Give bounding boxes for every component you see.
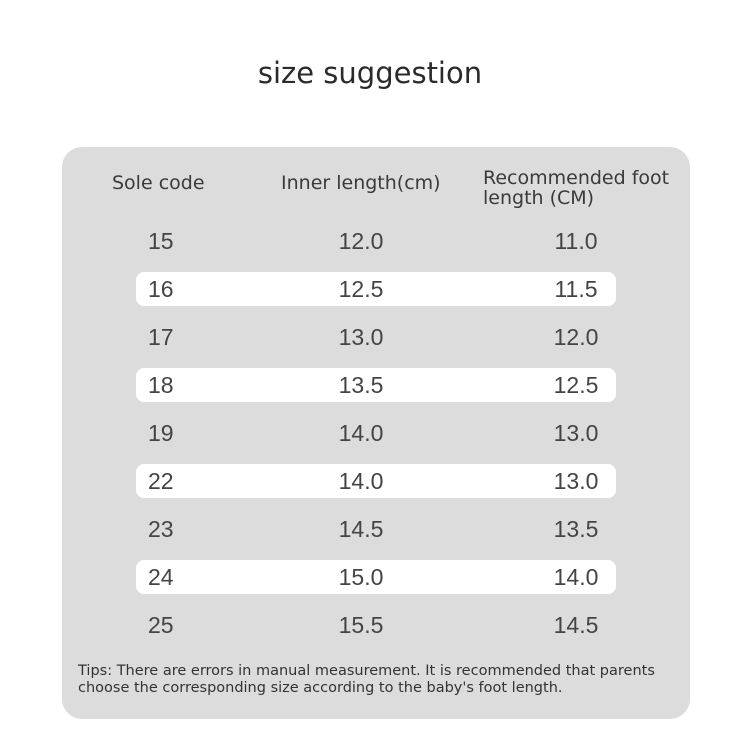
foot-length-cell: 13.5 [553,516,599,542]
inner-length-cell: 15.0 [338,564,384,590]
table-row: 15 12.0 11.0 [136,224,616,258]
table-row: 18 13.5 12.5 [136,368,616,402]
inner-length-cell: 13.5 [338,372,384,398]
page-title: size suggestion [257,56,483,90]
inner-length-cell: 12.5 [338,276,384,302]
foot-length-cell: 11.5 [554,276,598,302]
inner-length-cell: 14.5 [338,516,384,542]
table-row: 17 13.0 12.0 [136,320,616,354]
table-row: 23 14.5 13.5 [136,512,616,546]
table-row: 16 12.5 11.5 [136,272,616,306]
header-inner-length: Inner length(cm) [281,172,441,194]
sole-code-cell: 24 [148,564,174,590]
sole-code-cell: 23 [148,516,174,542]
tips-note: Tips: There are errors in manual measure… [78,663,655,696]
inner-length-cell: 13.0 [338,324,384,350]
sole-code-cell: 19 [148,420,174,446]
sole-code-cell: 22 [148,468,174,494]
table-row: 25 15.5 14.5 [136,608,616,642]
foot-length-cell: 14.0 [553,564,599,590]
sole-code-cell: 18 [148,372,174,398]
header-recommended-foot-length: Recommended foot length (CM) [483,167,670,209]
table-row: 22 14.0 13.0 [136,464,616,498]
size-table-panel: Sole code Inner length(cm) Recommended f… [62,147,690,719]
foot-length-cell: 12.0 [553,324,599,350]
foot-length-cell: 13.0 [553,468,599,494]
foot-length-cell: 14.5 [553,612,599,638]
sole-code-cell: 15 [148,228,174,254]
sole-code-cell: 25 [148,612,174,638]
inner-length-cell: 14.0 [338,420,384,446]
table-row: 19 14.0 13.0 [136,416,616,450]
foot-length-cell: 12.5 [553,372,599,398]
inner-length-cell: 12.0 [338,228,384,254]
sole-code-cell: 16 [148,276,174,302]
sole-code-cell: 17 [148,324,174,350]
inner-length-cell: 15.5 [338,612,384,638]
foot-length-cell: 11.0 [554,228,598,254]
table-row: 24 15.0 14.0 [136,560,616,594]
foot-length-cell: 13.0 [553,420,599,446]
inner-length-cell: 14.0 [338,468,384,494]
header-sole-code: Sole code [112,172,205,194]
